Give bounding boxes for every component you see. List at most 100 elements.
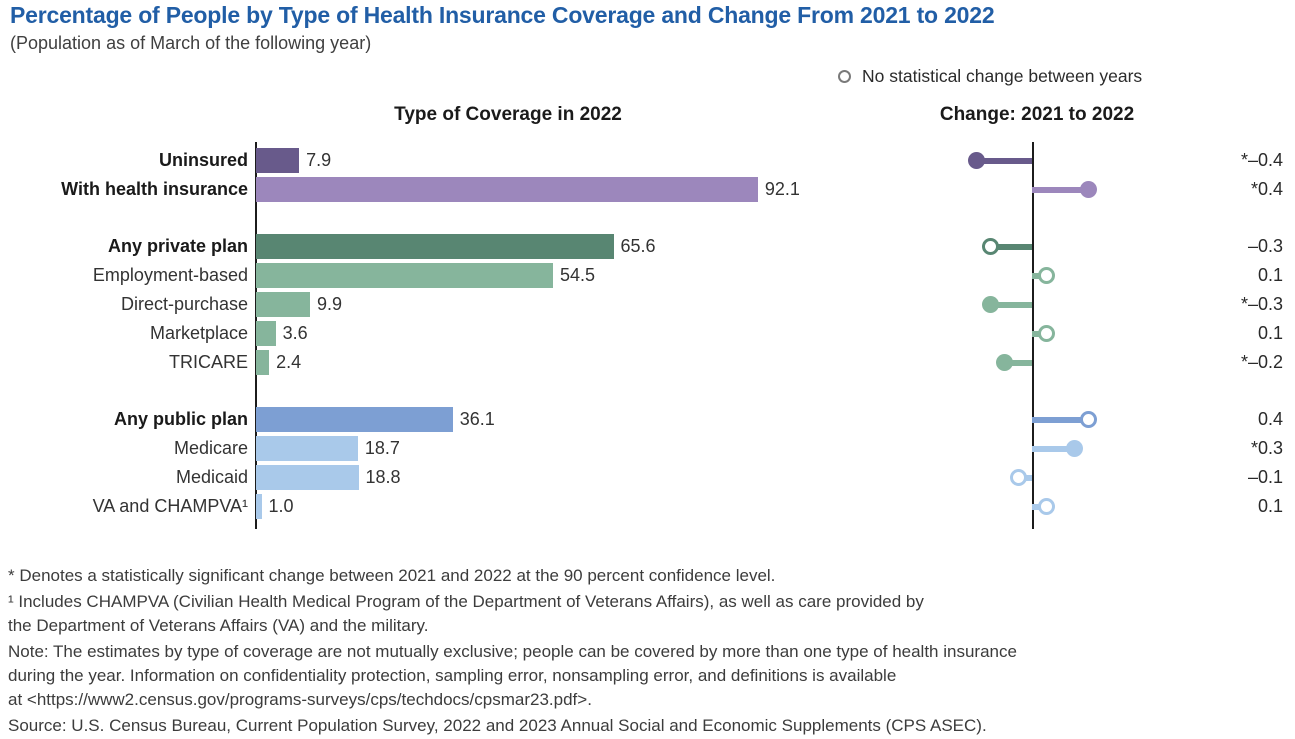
chart-row: Medicaid 18.8 –0.1 xyxy=(0,463,1295,492)
chart-row: Uninsured 7.9 *–0.4 xyxy=(0,146,1295,175)
chart-rows: Uninsured 7.9 *–0.4 With health insurance 92… xyxy=(0,146,1295,521)
change-value-label: 0.1 xyxy=(1257,265,1283,285)
lollipop-zone xyxy=(769,348,1169,377)
category-label: Uninsured xyxy=(158,150,248,170)
footnote-paragraph: * Denotes a statistically significant ch… xyxy=(8,564,1017,588)
category-label: Any private plan xyxy=(107,236,248,256)
footnote-paragraph: Source: U.S. Census Bureau, Current Popu… xyxy=(8,714,1017,738)
lollipop-zone xyxy=(769,405,1169,434)
bar-zone: 1.0 xyxy=(256,492,769,521)
coverage-bar xyxy=(256,148,300,173)
coverage-bar xyxy=(256,292,310,317)
change-value-label: –0.1 xyxy=(1247,467,1283,487)
chart-row: VA and CHAMPVA¹ 1.0 0.1 xyxy=(0,492,1295,521)
chart-row: Medicare 18.7 *0.3 xyxy=(0,434,1295,463)
bar-zone: 54.5 xyxy=(256,261,769,290)
bar-zone: 9.9 xyxy=(256,290,769,319)
footnote-line: Note: The estimates by type of coverage … xyxy=(8,642,1017,661)
category-label: Employment-based xyxy=(92,265,248,285)
bar-zone: 18.7 xyxy=(256,434,769,463)
footnote-line: ¹ Includes CHAMPVA (Civilian Health Medi… xyxy=(8,592,924,611)
change-stem xyxy=(1032,416,1088,423)
change-stem xyxy=(1032,186,1088,193)
bar-value-label: 1.0 xyxy=(268,496,294,516)
lollipop-zone xyxy=(769,261,1169,290)
change-marker-dot xyxy=(1079,181,1097,198)
lollipop-zone xyxy=(769,146,1169,175)
change-value-label: *0.3 xyxy=(1250,438,1283,458)
chart-row: Direct-purchase 9.9 *–0.3 xyxy=(0,290,1295,319)
coverage-bar xyxy=(256,234,614,259)
coverage-bar xyxy=(256,321,276,346)
change-stem xyxy=(1004,359,1032,366)
category-label: With health insurance xyxy=(61,179,248,199)
coverage-bar xyxy=(256,350,270,375)
change-stem xyxy=(990,243,1032,250)
change-marker-circle xyxy=(1079,411,1097,428)
change-marker-circle xyxy=(981,238,999,255)
right-panel-header: Change: 2021 to 2022 xyxy=(939,104,1135,125)
lollipop-zone xyxy=(769,463,1169,492)
chart-row: Marketplace 3.6 0.1 xyxy=(0,319,1295,348)
coverage-bar xyxy=(256,436,358,461)
chart-row: Any public plan 36.1 0.4 xyxy=(0,405,1295,434)
bar-zone: 18.8 xyxy=(256,463,769,492)
change-marker-circle xyxy=(1037,325,1055,342)
category-label: Medicare xyxy=(173,438,248,458)
coverage-bar xyxy=(256,407,453,432)
change-value-label: 0.4 xyxy=(1257,409,1283,429)
footnote-line: * Denotes a statistically significant ch… xyxy=(8,566,776,585)
chart-row: Employment-based 54.5 0.1 xyxy=(0,261,1295,290)
category-label: VA and CHAMPVA¹ xyxy=(92,496,248,516)
change-stem xyxy=(990,301,1032,308)
footnote-line: at <https://www2.census.gov/programs-sur… xyxy=(8,690,592,709)
footnote-line: the Department of Veterans Affairs (VA) … xyxy=(8,616,429,635)
legend-label: No statistical change between years xyxy=(862,66,1143,86)
no-change-legend-icon xyxy=(838,70,851,83)
bar-value-label: 2.4 xyxy=(276,352,302,372)
change-marker-circle xyxy=(1037,498,1055,515)
coverage-bar xyxy=(256,263,553,288)
change-value-label: 0.1 xyxy=(1257,323,1283,343)
category-label: Medicaid xyxy=(175,467,248,487)
footnote-paragraph: Note: The estimates by type of coverage … xyxy=(8,640,1017,712)
change-marker-dot xyxy=(995,354,1013,371)
bar-zone: 2.4 xyxy=(256,348,769,377)
chart-row: With health insurance 92.1 *0.4 xyxy=(0,175,1295,204)
group-gap xyxy=(0,204,1295,232)
bar-value-label: 9.9 xyxy=(317,294,343,314)
bar-value-label: 65.6 xyxy=(620,236,656,256)
bar-zone: 92.1 xyxy=(256,175,800,204)
change-marker-dot xyxy=(981,296,999,313)
bar-value-label: 3.6 xyxy=(282,323,308,343)
bar-value-label: 7.9 xyxy=(306,150,332,170)
footnote-line: Source: U.S. Census Bureau, Current Popu… xyxy=(8,716,987,735)
bar-value-label: 54.5 xyxy=(560,265,596,285)
legend: No statistical change between years xyxy=(838,66,1142,87)
change-value-label: 0.1 xyxy=(1257,496,1283,516)
change-marker-dot xyxy=(967,152,985,169)
chart-row: Any private plan 65.6 –0.3 xyxy=(0,232,1295,261)
bar-value-label: 18.8 xyxy=(365,467,401,487)
change-value-label: *–0.3 xyxy=(1240,294,1283,314)
lollipop-zone xyxy=(769,290,1169,319)
coverage-bar xyxy=(256,494,262,519)
change-value-label: –0.3 xyxy=(1247,236,1283,256)
change-stem xyxy=(976,157,1032,164)
bar-zone: 36.1 xyxy=(256,405,769,434)
change-value-label: *–0.4 xyxy=(1240,150,1283,170)
footnote-line: during the year. Information on confiden… xyxy=(8,666,897,685)
change-marker-circle xyxy=(1037,267,1055,284)
lollipop-zone xyxy=(769,232,1169,261)
bar-value-label: 36.1 xyxy=(459,409,495,429)
category-label: TRICARE xyxy=(168,352,248,372)
category-label: Marketplace xyxy=(149,323,248,343)
coverage-bar xyxy=(256,465,359,490)
lollipop-zone xyxy=(769,319,1169,348)
footnote-paragraph: ¹ Includes CHAMPVA (Civilian Health Medi… xyxy=(8,590,1017,638)
figure-subtitle: (Population as of March of the following… xyxy=(10,33,372,53)
category-label: Direct-purchase xyxy=(120,294,248,314)
change-marker-circle xyxy=(1009,469,1027,486)
chart-row: TRICARE 2.4 *–0.2 xyxy=(0,348,1295,377)
